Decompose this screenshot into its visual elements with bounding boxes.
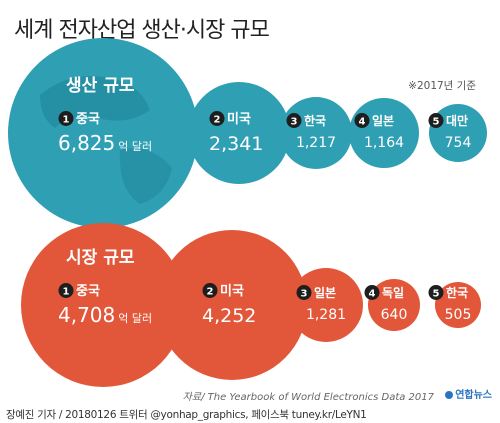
production-rank-number: 4 — [359, 117, 366, 128]
production-value-label: 1,164 — [364, 135, 404, 151]
market-rank-number: 2 — [207, 287, 214, 298]
market-rank-number: 5 — [433, 289, 440, 300]
production-rank-number: 3 — [291, 117, 298, 128]
market-rank-badge — [296, 285, 312, 300]
production-bubble-3 — [280, 97, 352, 169]
market-value-label: 4,252 — [202, 305, 256, 327]
production-category-label: 중국 — [76, 112, 100, 127]
market-category-label: 한국 — [446, 285, 468, 300]
production-rank-badge — [286, 113, 302, 128]
market-rank-badge — [58, 283, 74, 298]
production-value-label: 2,341 — [209, 133, 263, 155]
market-bubble-1 — [21, 223, 185, 387]
production-rank-badge — [354, 113, 370, 128]
production-rank-badge — [58, 111, 74, 126]
logo: 연합뉴스 — [445, 386, 492, 401]
market-bubble-4 — [368, 279, 420, 331]
market-bubble-2 — [157, 230, 307, 380]
production-rank-number: 5 — [433, 117, 440, 128]
production-bubble-2 — [188, 82, 290, 184]
production-series-title: 생산 규모 — [66, 76, 135, 96]
production-value-label: 1,217 — [296, 135, 336, 151]
production-rank-number: 2 — [214, 115, 221, 126]
market-value-label: 640 — [381, 307, 408, 323]
production-unit-label: 억 달러 — [118, 140, 152, 153]
production-rank-number: 1 — [63, 115, 70, 126]
market-bubble-5 — [435, 282, 481, 328]
production-rank-badge — [209, 111, 225, 126]
market-rank-number: 3 — [301, 289, 308, 300]
market-category-label: 독일 — [382, 286, 404, 300]
market-category-label: 일본 — [314, 286, 336, 300]
market-rank-badge — [428, 285, 444, 300]
source-note: 자료/ The Yearbook of World Electronics Da… — [182, 392, 434, 403]
market-rank-number: 1 — [63, 287, 70, 298]
market-category-label: 중국 — [76, 284, 100, 299]
market-unit-label: 억 달러 — [118, 312, 152, 325]
globe-landmass-icon — [119, 148, 172, 204]
production-bubble-5 — [429, 104, 487, 162]
market-value-label: 505 — [445, 307, 472, 323]
market-category-label: 미국 — [220, 283, 244, 299]
market-rank-number: 4 — [369, 289, 376, 300]
credit-line: 장예진 기자 / 20180126 트위터 @yonhap_graphics, … — [6, 409, 367, 421]
production-group: 생산 규모 1 중국 6,825 억 달러 2 미국 2,341 3 한국 1,217 4 일본 1,16… — [8, 38, 487, 228]
production-category-label: 대만 — [446, 113, 468, 128]
market-value-label: 1,281 — [306, 307, 346, 323]
market-rank-badge — [202, 283, 218, 298]
production-rank-badge — [428, 113, 444, 128]
production-bubble-4 — [349, 98, 419, 168]
production-bubble-1 — [8, 38, 198, 228]
logo-text: 연합뉴스 — [455, 390, 492, 401]
basis-note: ※2017년 기준 — [408, 80, 476, 92]
production-value-label: 754 — [445, 135, 472, 151]
production-category-label: 미국 — [227, 111, 251, 127]
logo-icon — [445, 391, 454, 399]
production-category-label: 한국 — [304, 113, 326, 128]
page-title: 세계 전자산업 생산·시장 규모 — [14, 18, 270, 43]
production-category-label: 일본 — [372, 114, 394, 128]
production-value-label: 6,825 억 달러 — [58, 131, 152, 155]
market-rank-badge — [364, 285, 380, 300]
market-series-title: 시장 규모 — [66, 248, 135, 268]
